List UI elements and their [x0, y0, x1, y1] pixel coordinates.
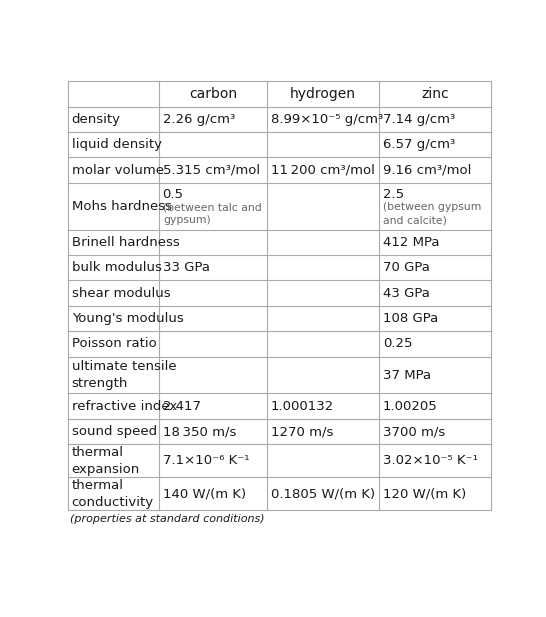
Text: shear modulus: shear modulus — [72, 287, 170, 300]
Text: thermal
expansion: thermal expansion — [72, 446, 140, 476]
Text: 140 W/(m K): 140 W/(m K) — [163, 487, 246, 500]
Text: 3700 m/s: 3700 m/s — [383, 425, 445, 438]
Text: Young's modulus: Young's modulus — [72, 312, 183, 325]
Text: carbon: carbon — [189, 87, 238, 101]
Text: 43 GPa: 43 GPa — [383, 287, 430, 300]
Text: 1.000132: 1.000132 — [270, 400, 334, 413]
Text: 5.315 cm³/mol: 5.315 cm³/mol — [163, 164, 260, 176]
Text: 8.99×10⁻⁵ g/cm³: 8.99×10⁻⁵ g/cm³ — [270, 113, 383, 126]
Text: zinc: zinc — [422, 87, 449, 101]
Text: 2.26 g/cm³: 2.26 g/cm³ — [163, 113, 235, 126]
Text: 33 GPa: 33 GPa — [163, 262, 210, 275]
Text: 108 GPa: 108 GPa — [383, 312, 438, 325]
Text: 7.14 g/cm³: 7.14 g/cm³ — [383, 113, 455, 126]
Text: 1.00205: 1.00205 — [383, 400, 437, 413]
Text: 37 MPa: 37 MPa — [383, 368, 431, 381]
Text: 18 350 m/s: 18 350 m/s — [163, 425, 236, 438]
Text: bulk modulus: bulk modulus — [72, 262, 162, 275]
Text: 0.5: 0.5 — [163, 188, 183, 201]
Text: 0.25: 0.25 — [383, 337, 412, 350]
Text: Poisson ratio: Poisson ratio — [72, 337, 156, 350]
Text: hydrogen: hydrogen — [290, 87, 356, 101]
Text: thermal
conductivity: thermal conductivity — [72, 479, 154, 509]
Text: 6.57 g/cm³: 6.57 g/cm³ — [383, 138, 455, 151]
Text: molar volume: molar volume — [72, 164, 164, 176]
Text: (between gypsum
and calcite): (between gypsum and calcite) — [383, 202, 482, 225]
Text: 2.417: 2.417 — [163, 400, 200, 413]
Text: 3.02×10⁻⁵ K⁻¹: 3.02×10⁻⁵ K⁻¹ — [383, 454, 478, 467]
Text: liquid density: liquid density — [72, 138, 162, 151]
Text: 0.1805 W/(m K): 0.1805 W/(m K) — [270, 487, 375, 500]
Text: 1270 m/s: 1270 m/s — [270, 425, 333, 438]
Text: 9.16 cm³/mol: 9.16 cm³/mol — [383, 164, 471, 176]
Text: ultimate tensile
strength: ultimate tensile strength — [72, 360, 176, 390]
Text: Mohs hardness: Mohs hardness — [72, 200, 171, 213]
Text: 11 200 cm³/mol: 11 200 cm³/mol — [270, 164, 375, 176]
Text: sound speed: sound speed — [72, 425, 157, 438]
Text: 120 W/(m K): 120 W/(m K) — [383, 487, 466, 500]
Text: 7.1×10⁻⁶ K⁻¹: 7.1×10⁻⁶ K⁻¹ — [163, 454, 249, 467]
Text: Brinell hardness: Brinell hardness — [72, 236, 180, 249]
Text: refractive index: refractive index — [72, 400, 177, 413]
Text: (between talc and
gypsum): (between talc and gypsum) — [163, 202, 262, 225]
Text: 70 GPa: 70 GPa — [383, 262, 430, 275]
Text: density: density — [72, 113, 121, 126]
Text: (properties at standard conditions): (properties at standard conditions) — [70, 514, 265, 524]
Text: 412 MPa: 412 MPa — [383, 236, 439, 249]
Text: 2.5: 2.5 — [383, 188, 404, 201]
